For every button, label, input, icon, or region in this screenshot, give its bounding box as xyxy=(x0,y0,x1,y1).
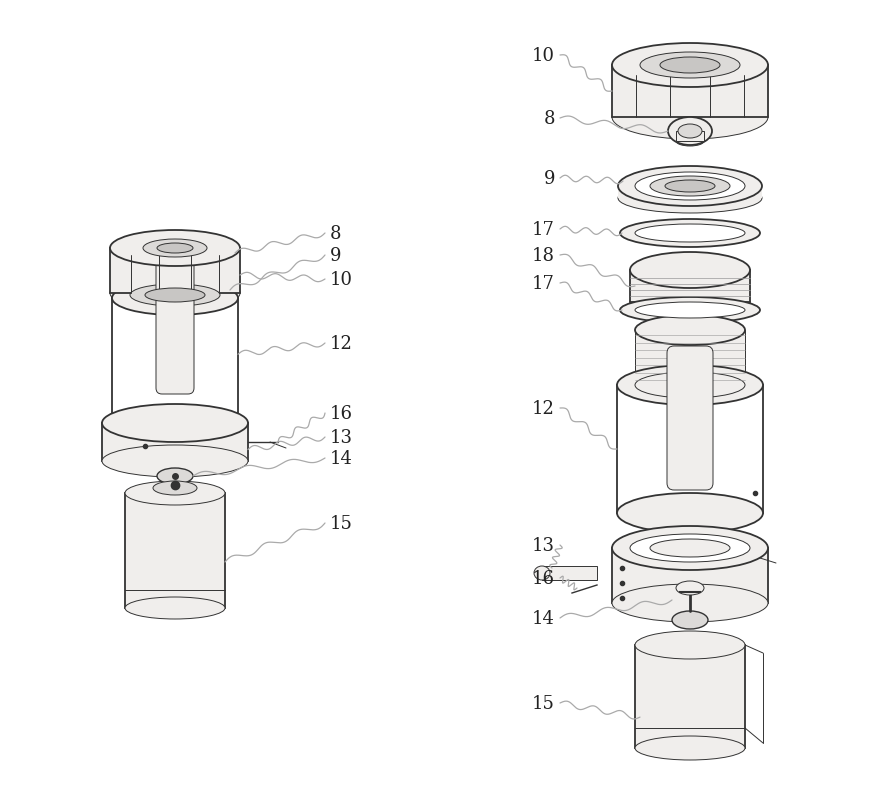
Bar xyxy=(112,299,238,423)
Text: 13: 13 xyxy=(330,429,353,446)
Ellipse shape xyxy=(143,240,207,258)
Ellipse shape xyxy=(668,118,712,146)
Text: 16: 16 xyxy=(532,569,555,587)
Bar xyxy=(542,566,597,581)
Ellipse shape xyxy=(660,58,720,74)
Ellipse shape xyxy=(534,566,550,581)
Bar xyxy=(125,493,225,608)
Bar xyxy=(612,66,768,118)
Text: 15: 15 xyxy=(330,515,353,532)
Text: 10: 10 xyxy=(330,271,353,288)
Text: 18: 18 xyxy=(532,247,555,265)
Bar xyxy=(635,645,745,748)
Ellipse shape xyxy=(676,137,704,147)
Ellipse shape xyxy=(678,124,702,139)
Ellipse shape xyxy=(618,167,762,206)
Ellipse shape xyxy=(676,581,704,595)
Ellipse shape xyxy=(110,275,240,312)
Bar xyxy=(676,132,704,142)
Text: 13: 13 xyxy=(532,536,555,554)
Ellipse shape xyxy=(665,181,715,193)
Ellipse shape xyxy=(157,468,193,484)
Text: 17: 17 xyxy=(532,275,555,292)
Ellipse shape xyxy=(672,611,708,630)
Ellipse shape xyxy=(125,597,225,619)
Text: 10: 10 xyxy=(532,47,555,65)
Text: 8: 8 xyxy=(544,110,555,128)
Text: 14: 14 xyxy=(330,450,353,467)
Ellipse shape xyxy=(650,540,730,557)
Bar xyxy=(617,385,763,513)
Text: 14: 14 xyxy=(532,609,555,627)
Ellipse shape xyxy=(612,526,768,570)
Text: 8: 8 xyxy=(330,225,341,243)
Ellipse shape xyxy=(630,287,750,318)
Ellipse shape xyxy=(635,631,745,659)
Ellipse shape xyxy=(620,298,760,324)
Ellipse shape xyxy=(635,173,745,201)
Ellipse shape xyxy=(617,365,763,406)
Ellipse shape xyxy=(650,177,730,197)
Ellipse shape xyxy=(635,373,745,398)
Text: 12: 12 xyxy=(330,335,353,353)
Text: 9: 9 xyxy=(544,169,555,188)
Ellipse shape xyxy=(630,534,750,562)
Ellipse shape xyxy=(145,288,205,303)
Bar xyxy=(635,331,745,385)
Ellipse shape xyxy=(630,253,750,288)
Ellipse shape xyxy=(612,585,768,622)
Text: 9: 9 xyxy=(330,247,341,265)
Ellipse shape xyxy=(618,184,762,214)
Ellipse shape xyxy=(635,736,745,760)
Ellipse shape xyxy=(115,279,235,312)
Ellipse shape xyxy=(153,482,197,495)
Ellipse shape xyxy=(157,243,193,254)
Ellipse shape xyxy=(612,96,768,140)
FancyBboxPatch shape xyxy=(156,253,194,394)
Ellipse shape xyxy=(130,284,220,307)
Ellipse shape xyxy=(110,230,240,267)
FancyBboxPatch shape xyxy=(667,347,713,491)
Ellipse shape xyxy=(640,53,740,79)
Bar xyxy=(110,249,240,294)
Bar xyxy=(630,271,750,303)
Text: 17: 17 xyxy=(532,221,555,238)
Ellipse shape xyxy=(635,225,745,243)
Ellipse shape xyxy=(112,282,238,316)
Bar xyxy=(102,423,248,462)
Ellipse shape xyxy=(620,220,760,247)
Ellipse shape xyxy=(612,44,768,88)
Ellipse shape xyxy=(125,482,225,505)
Bar xyxy=(618,187,762,199)
Ellipse shape xyxy=(635,316,745,345)
Bar xyxy=(612,548,768,603)
Ellipse shape xyxy=(112,407,238,439)
Ellipse shape xyxy=(102,405,248,442)
Text: 16: 16 xyxy=(330,405,353,422)
Ellipse shape xyxy=(102,446,248,478)
Ellipse shape xyxy=(617,493,763,533)
Text: 12: 12 xyxy=(532,400,555,418)
Ellipse shape xyxy=(635,303,745,319)
Text: 15: 15 xyxy=(532,694,555,712)
